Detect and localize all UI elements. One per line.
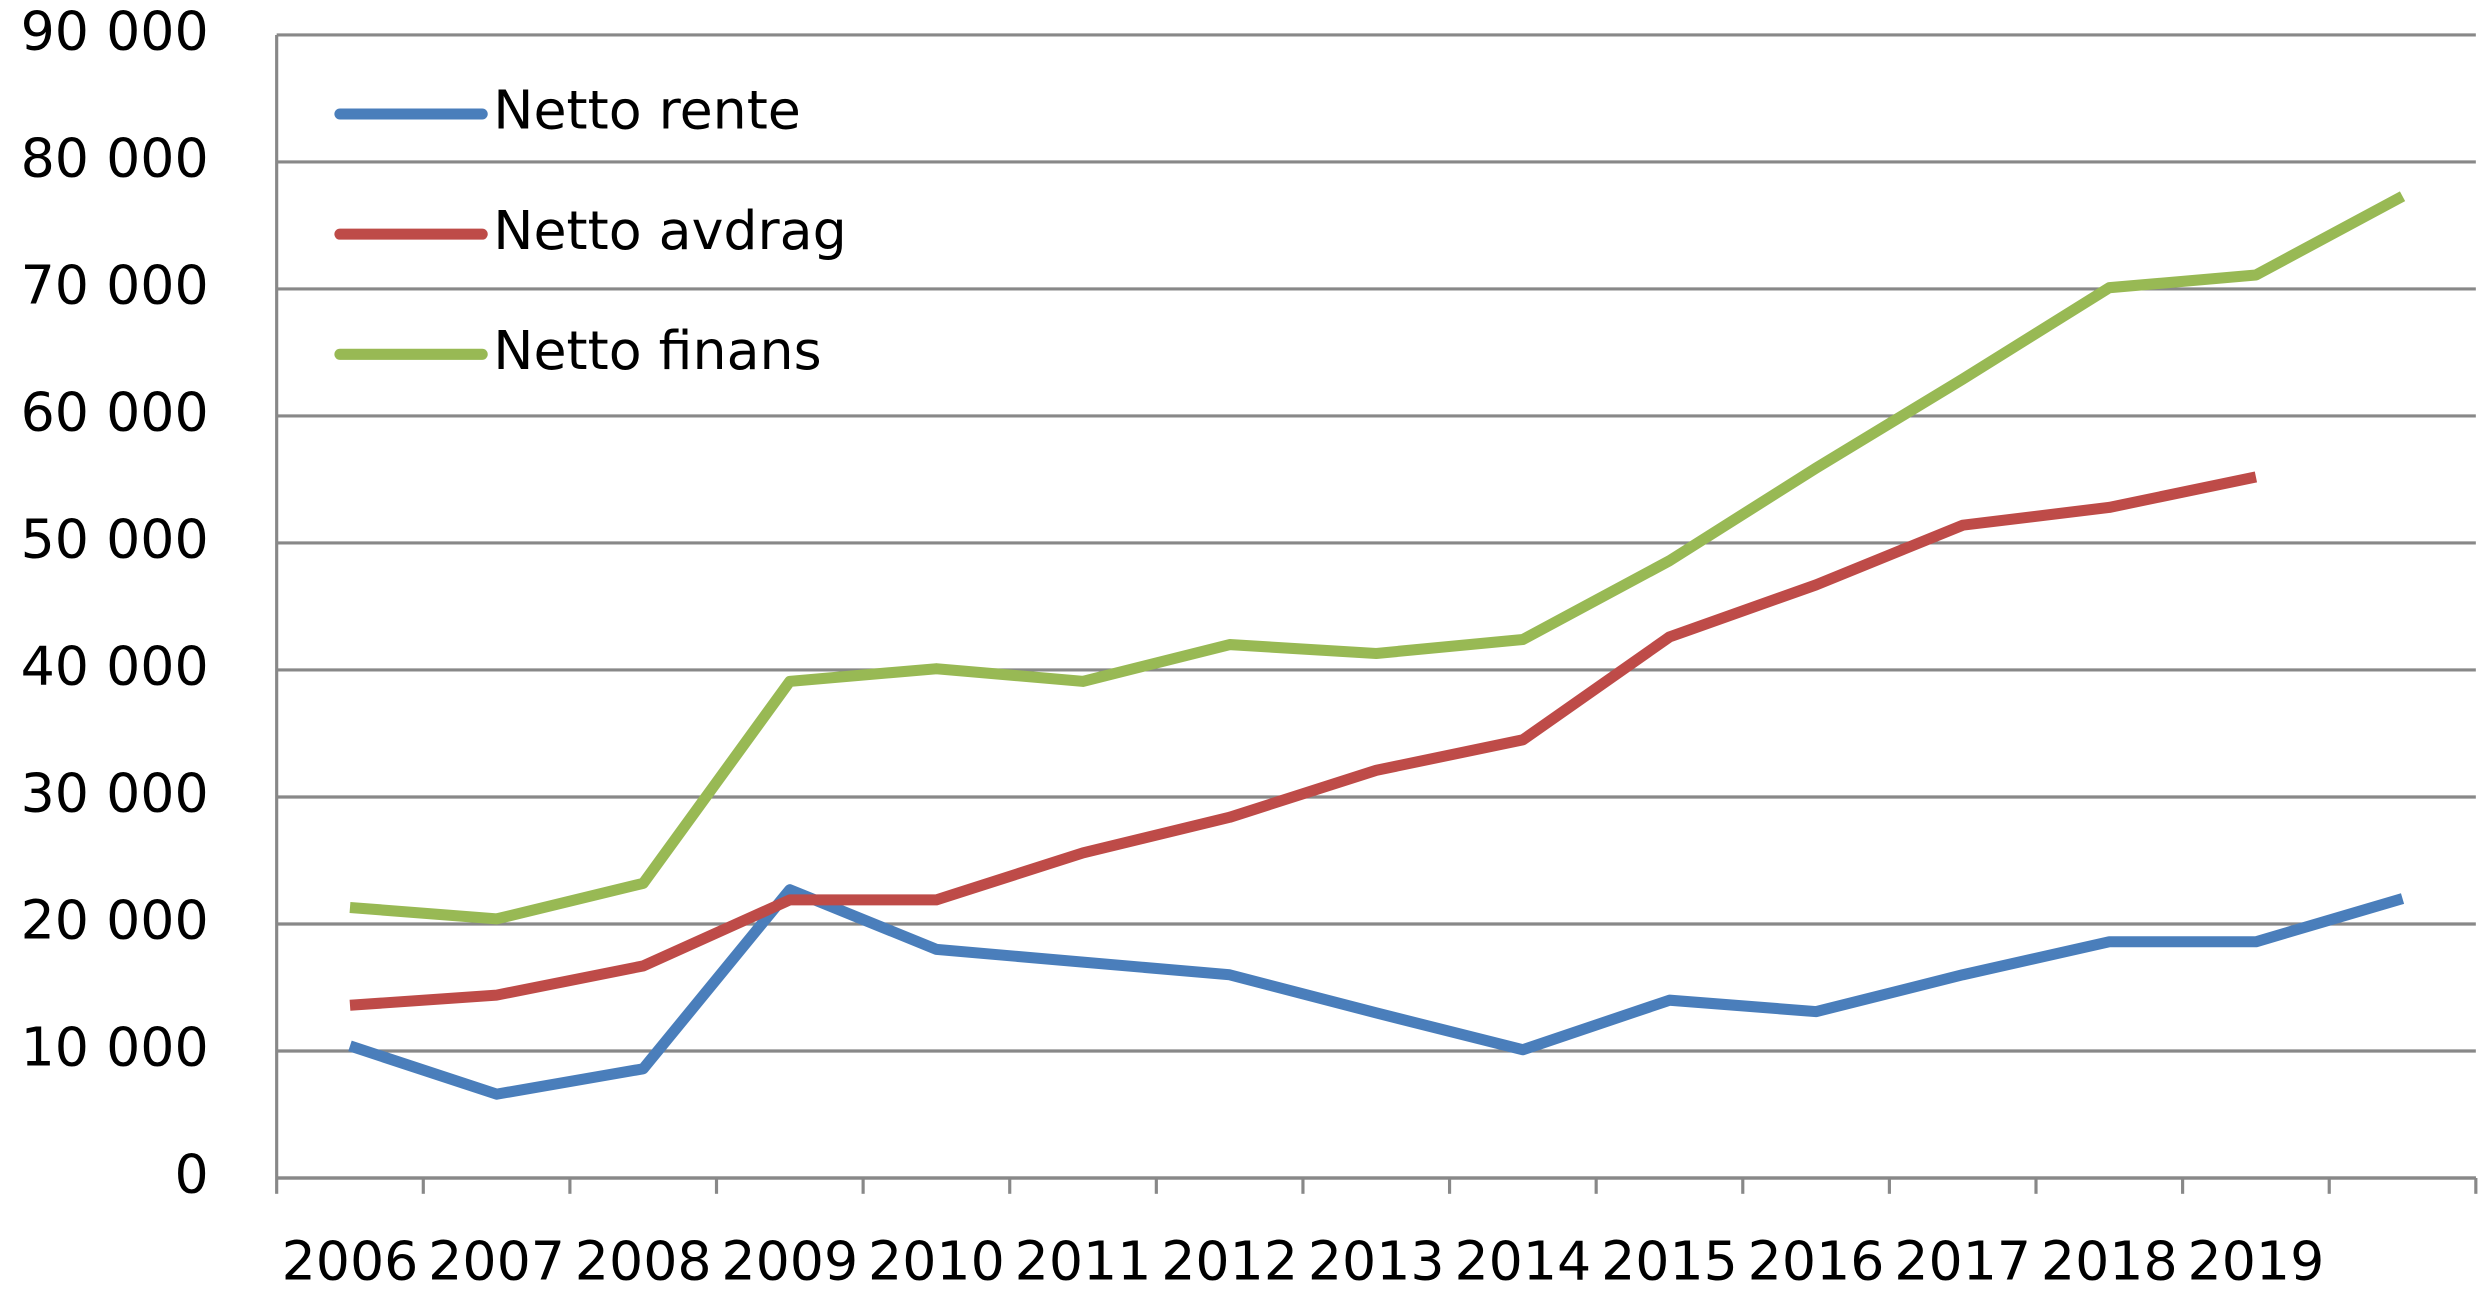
y-tick-label: 60 000 <box>21 381 209 444</box>
x-tick-label: 2011 <box>1015 1230 1152 1292</box>
x-tick-label: 2007 <box>428 1230 565 1292</box>
x-tick-label: 2013 <box>1308 1230 1445 1292</box>
x-tick-label: 2010 <box>868 1230 1005 1292</box>
x-tick-label: 2019 <box>2188 1230 2325 1292</box>
x-tick-label: 2017 <box>1894 1230 2031 1292</box>
series-line <box>349 191 2406 925</box>
x-tick-label: 2016 <box>1748 1230 1885 1292</box>
y-tick-label: 90 000 <box>21 0 209 63</box>
x-tick-label: 2014 <box>1454 1230 1591 1292</box>
x-tick-label: 2012 <box>1161 1230 1298 1292</box>
series-line <box>349 471 2258 1011</box>
legend-label: Netto avdrag <box>493 199 846 262</box>
y-tick-label: 10 000 <box>21 1016 209 1079</box>
y-tick-label: 30 000 <box>21 762 209 825</box>
y-tick-label: 40 000 <box>21 635 209 698</box>
legend-label: Netto rente <box>493 79 801 142</box>
x-tick-label: 2018 <box>2041 1230 2178 1292</box>
y-tick-label: 80 000 <box>21 127 209 190</box>
y-tick-label: 70 000 <box>21 254 209 317</box>
series-line <box>348 884 2405 1100</box>
y-tick-label: 0 <box>174 1143 208 1206</box>
x-tick-label: 2009 <box>721 1230 858 1292</box>
legend-label: Netto finans <box>493 319 821 382</box>
y-tick-label: 20 000 <box>21 889 209 952</box>
y-tick-label: 50 000 <box>21 508 209 571</box>
x-tick-label: 2008 <box>575 1230 712 1292</box>
x-tick-label: 2006 <box>282 1230 419 1292</box>
x-tick-label: 2015 <box>1601 1230 1738 1292</box>
